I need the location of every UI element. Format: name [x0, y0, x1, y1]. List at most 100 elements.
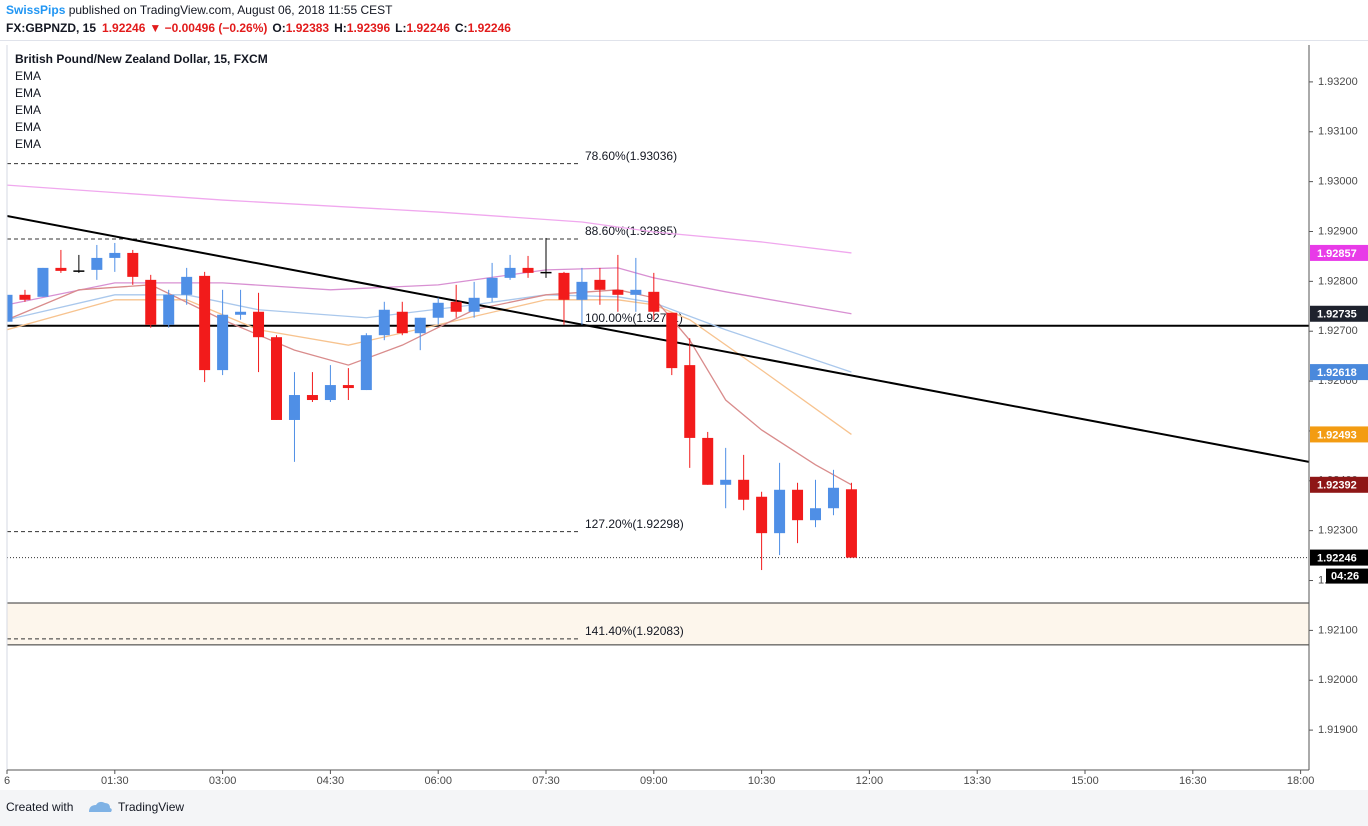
- fib-label: 141.40%(1.92083): [585, 624, 684, 638]
- candle-body: [666, 312, 678, 369]
- price-label-bg: [1310, 476, 1368, 493]
- fib-label: 127.20%(1.92298): [585, 517, 684, 531]
- x-tick-label: 06:00: [424, 775, 452, 787]
- candle-body: [199, 275, 211, 371]
- candle-body: [127, 252, 139, 277]
- price-label-bg: [1310, 305, 1368, 322]
- candle-body: [324, 385, 336, 401]
- price-label: 1.92857: [1317, 248, 1357, 260]
- candle-body: [342, 385, 354, 389]
- candle-body: [163, 294, 175, 325]
- footer-brand[interactable]: TradingView: [118, 800, 184, 814]
- ohlc-value: 1.92246: [407, 21, 451, 35]
- y-tick-label: 1.92000: [1318, 674, 1358, 686]
- price-label-bg: [1310, 426, 1368, 443]
- candle-body: [774, 489, 786, 534]
- candle-body: [396, 311, 408, 334]
- price-label: 1.92392: [1317, 480, 1357, 492]
- y-tick-label: 1.93000: [1318, 176, 1358, 188]
- x-tick-label: 12:00: [856, 775, 884, 787]
- legend: EMA EMA EMA EMA EMA: [15, 69, 41, 151]
- candle-body: [630, 289, 642, 295]
- candle-body: [288, 395, 300, 420]
- ema-line: [7, 299, 852, 435]
- countdown-bg: [1326, 568, 1368, 584]
- candle-body: [235, 311, 247, 315]
- footer: [0, 790, 1368, 826]
- candle-body: [504, 267, 516, 278]
- candle-body: [558, 272, 570, 300]
- legend-entry: EMA: [15, 120, 41, 134]
- candle-body: [73, 270, 85, 272]
- y-tick-label: 1.93200: [1318, 76, 1358, 88]
- legend-title: British Pound/New Zealand Dollar, 15, FX…: [15, 52, 268, 66]
- price-label-bg: [1310, 364, 1368, 381]
- symbol: FX:GBPNZD, 15: [6, 21, 96, 35]
- legend-entry: EMA: [15, 137, 41, 151]
- ohlc-value: 1.92246: [468, 21, 512, 35]
- x-tick-label: 10:30: [748, 775, 776, 787]
- candle-body: [702, 437, 714, 485]
- ema-line: [7, 184, 852, 254]
- logo: [89, 801, 112, 812]
- x-tick-label: 15:00: [1071, 775, 1099, 787]
- fib-label: 78.60%(1.93036): [585, 149, 677, 163]
- price-label: 1.92618: [1317, 367, 1357, 379]
- axes: 1.93200 1.93100 1.93000 1.92900 1.92800 1.927…: [4, 76, 1368, 787]
- candle-body: [720, 479, 732, 485]
- candle-body: [55, 267, 67, 271]
- ohlc-key: H:: [334, 21, 347, 35]
- symbol-line: FX:GBPNZD, 15 1.92246 ▼ −0.00496 (−0.26%) O…: [6, 21, 511, 35]
- y-tick-label: 1.92300: [1318, 525, 1358, 537]
- candle-body: [7, 294, 13, 322]
- plot: 78.60%(1.93036) 88.60%(1.92885) 100.00%(1.…: [7, 149, 1309, 646]
- candle-body: [540, 271, 552, 274]
- trendline: [7, 215, 1309, 463]
- price-label-bg: [1310, 244, 1368, 261]
- ohlc-value: 1.92396: [347, 21, 391, 35]
- ohlc-key: L:: [395, 21, 406, 35]
- candle-body: [109, 252, 121, 258]
- candle-body: [792, 489, 804, 521]
- candle-body: [217, 314, 229, 371]
- y-tick-label: 1.91900: [1318, 724, 1358, 736]
- candle-body: [432, 302, 444, 318]
- candle-body: [594, 279, 606, 290]
- candle-body: [612, 289, 624, 295]
- ohlc-key: O:: [272, 21, 285, 35]
- y-tick-label: 1.92800: [1318, 275, 1358, 287]
- x-tick-label: 09:00: [640, 775, 668, 787]
- candle-body: [576, 281, 588, 300]
- candle-body: [37, 267, 49, 297]
- candle-body: [19, 294, 31, 300]
- last: 1.92246: [102, 21, 146, 35]
- candle-body: [181, 276, 193, 295]
- candle-body: [271, 337, 283, 420]
- candle-body: [684, 365, 696, 438]
- price-label: 1.92246: [1317, 552, 1357, 564]
- candle-body: [450, 301, 462, 312]
- candle-body: [845, 489, 857, 558]
- y-tick-label: 1.93100: [1318, 126, 1358, 138]
- candle-body: [414, 317, 426, 334]
- legend-entry: EMA: [15, 69, 41, 83]
- candle-body: [522, 267, 534, 273]
- author[interactable]: SwissPips: [6, 3, 66, 17]
- x-tick-label: 18:00: [1287, 775, 1315, 787]
- candle-body: [378, 309, 390, 336]
- candle-body: [306, 395, 318, 401]
- price-label-bg: [1310, 549, 1368, 566]
- x-tick-label: 04:30: [317, 775, 345, 787]
- candle-body: [827, 487, 839, 509]
- x-tick-label: 16:30: [1179, 775, 1207, 787]
- y-tick-label: 1.92100: [1318, 624, 1358, 636]
- price-label: 1.92493: [1317, 429, 1357, 441]
- candle-body: [648, 291, 660, 312]
- header-border: [0, 40, 1368, 41]
- legend-entry: EMA: [15, 86, 41, 100]
- candle-body: [468, 297, 480, 312]
- zone: [7, 602, 1309, 645]
- candle-body: [91, 257, 103, 270]
